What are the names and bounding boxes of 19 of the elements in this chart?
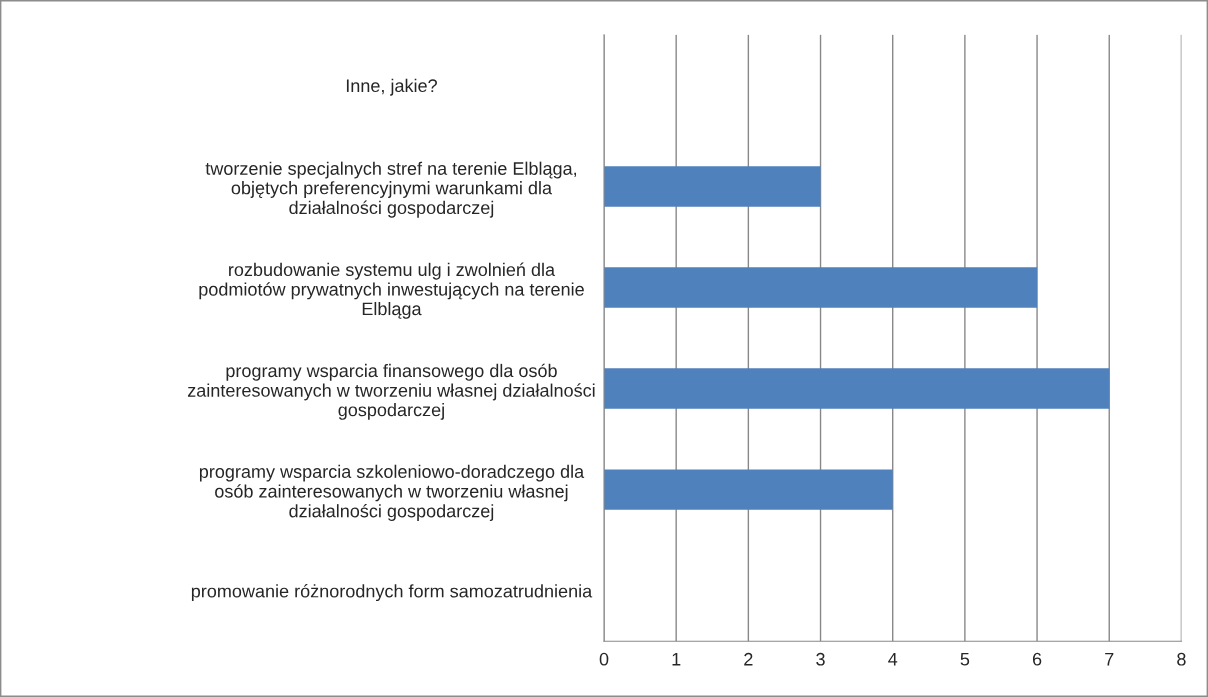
bar bbox=[604, 166, 821, 207]
x-tick-label: 4 bbox=[888, 653, 898, 666]
bar bbox=[604, 469, 893, 510]
y-tick-label: programy wsparcia szkoleniowo-doradczego dla osób zainteresowanych w tworzeniu własnej działalności gospodarczej bbox=[199, 464, 585, 521]
x-tick-label: 5 bbox=[960, 653, 970, 666]
bar bbox=[604, 267, 1038, 308]
x-tick-label: 3 bbox=[816, 652, 825, 666]
y-tick-label: rozbudowanie systemu ulg i zwolnień dla podmiotów prywatnych inwestujących na terenie Elbląga bbox=[199, 262, 584, 319]
x-tick-label: 2 bbox=[744, 652, 753, 666]
y-tick-label: programy wsparcia finansowego dla osób zainteresowanych w tworzeniu własnej działalności gospodarczej bbox=[187, 363, 595, 420]
x-tick-label: 6 bbox=[1032, 652, 1042, 666]
y-tick-label: Inne, jakie? bbox=[346, 78, 437, 96]
y-tick-label: promowanie różnorodnych form samozatrudnienia bbox=[191, 584, 593, 602]
y-tick-label: tworzenie specjalnych stref na terenie Elbląga, objętych preferencyjnymi warunkami dla działalności gospodarczej bbox=[205, 161, 577, 218]
x-tick-label: 1 bbox=[672, 653, 681, 666]
bar bbox=[604, 368, 1110, 409]
x-tick-label: 8 bbox=[1177, 652, 1186, 666]
x-tick-label: 7 bbox=[1105, 653, 1114, 666]
x-tick-label: 0 bbox=[599, 652, 609, 666]
